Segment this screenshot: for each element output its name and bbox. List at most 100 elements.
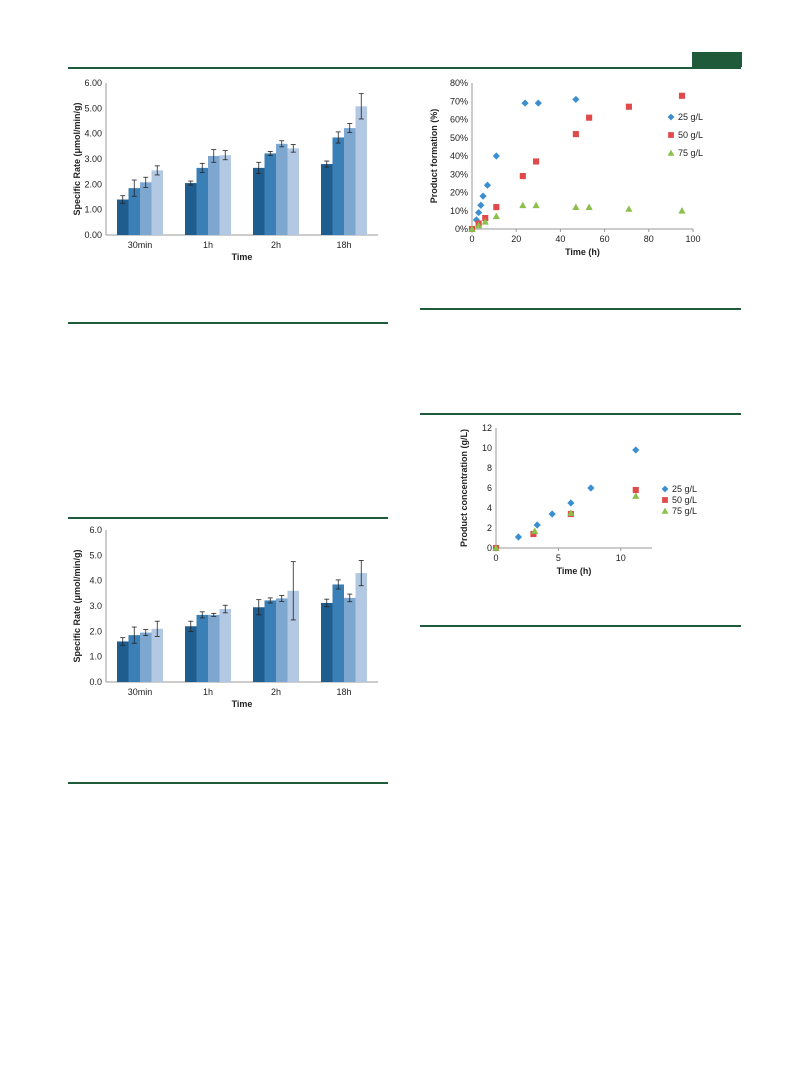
data-point-diamond <box>567 499 575 507</box>
bar <box>208 155 220 235</box>
y-tick-label: 0% <box>455 224 468 234</box>
y-tick-label: 1.0 <box>89 652 102 662</box>
separator-rule-left-3 <box>68 782 388 784</box>
bar <box>117 199 129 235</box>
y-axis-title: Product concentration (g/L) <box>459 429 469 547</box>
data-point-diamond <box>479 192 487 200</box>
data-point-triangle <box>531 527 539 534</box>
y-tick-label: 2 <box>487 523 492 533</box>
x-tick-label: 20 <box>511 234 521 244</box>
y-tick-label: 10% <box>450 206 468 216</box>
x-tick-label: 5 <box>556 553 561 563</box>
x-tick-label: 10 <box>616 553 626 563</box>
data-point-triangle <box>661 507 669 514</box>
header-corner-tab <box>692 52 742 67</box>
y-axis-title: Specific Rate (μmol/min/g) <box>72 549 82 662</box>
bar <box>276 143 288 235</box>
y-tick-label: 80% <box>450 78 468 88</box>
data-point-square <box>533 158 540 165</box>
y-tick-label: 3.0 <box>89 601 102 611</box>
bar <box>287 590 299 682</box>
y-tick-label: 0.0 <box>89 677 102 687</box>
x-tick-label: 80 <box>644 234 654 244</box>
data-point-diamond <box>661 485 669 493</box>
data-point-diamond <box>632 446 640 454</box>
y-tick-label: 10 <box>482 443 492 453</box>
data-point-diamond <box>534 99 542 107</box>
y-tick-label: 3.00 <box>84 154 102 164</box>
x-axis-title: Time <box>232 252 253 262</box>
data-point-triangle <box>678 207 686 214</box>
bar <box>344 128 356 235</box>
bar <box>264 600 276 682</box>
legend-entry: 25 g/L <box>672 484 697 494</box>
x-category-label: 30min <box>128 240 153 250</box>
bar <box>344 597 356 682</box>
data-point-square <box>482 214 489 222</box>
bar <box>287 148 299 235</box>
x-axis-title: Time <box>232 699 253 709</box>
y-tick-label: 50% <box>450 133 468 143</box>
y-tick-label: 60% <box>450 115 468 125</box>
y-tick-label: 20% <box>450 188 468 198</box>
bar <box>128 635 140 682</box>
bar <box>140 182 152 235</box>
x-tick-label: 60 <box>600 234 610 244</box>
data-point-diamond <box>492 152 500 160</box>
y-tick-label: 4 <box>487 503 492 513</box>
legend-entry: 50 g/L <box>678 130 703 140</box>
y-tick-label: 6 <box>487 483 492 493</box>
data-point-triangle <box>532 201 540 209</box>
legend-entry: 25 g/L <box>678 112 703 122</box>
bar <box>332 137 344 235</box>
y-axis-title: Product formation (%) <box>429 109 439 204</box>
data-point-triangle <box>625 205 633 212</box>
data-point-diamond <box>483 181 492 189</box>
x-category-label: 2h <box>271 240 281 250</box>
data-point-triangle <box>475 221 483 229</box>
bar <box>253 607 265 682</box>
x-axis-title: Time (h) <box>565 247 600 257</box>
data-point-diamond <box>587 484 595 492</box>
bar <box>196 614 208 682</box>
data-point-square <box>572 131 579 138</box>
y-tick-label: 1.00 <box>84 205 102 215</box>
bar <box>321 602 333 682</box>
bar <box>185 183 197 235</box>
data-point-triangle <box>519 201 527 209</box>
y-tick-label: 30% <box>450 169 468 179</box>
data-point-triangle <box>481 218 489 225</box>
x-tick-label: 0 <box>469 234 474 244</box>
bar <box>196 167 208 235</box>
data-point-diamond <box>477 201 485 209</box>
bar <box>151 628 163 682</box>
data-point-diamond <box>548 510 556 518</box>
x-category-label: 1h <box>203 687 213 697</box>
data-point-diamond <box>572 95 580 104</box>
data-point-triangle <box>492 212 500 220</box>
separator-rule-right-3 <box>420 625 741 627</box>
data-point-diamond <box>667 113 675 121</box>
bar <box>321 164 333 235</box>
data-point-square <box>493 204 500 211</box>
separator-rule-left-1 <box>68 322 388 324</box>
data-point-square <box>586 114 593 121</box>
separator-rule-left-2 <box>68 517 388 519</box>
specific-rate-bar-chart-top: 0.00 1.00 2.00 3.00 4.00 5.00 6.00 30min 1h 2h 18h… <box>72 78 378 262</box>
x-category-label: 30min <box>128 687 153 697</box>
y-tick-label: 4.00 <box>84 129 102 139</box>
separator-rule-right-2 <box>420 413 741 415</box>
bar <box>128 188 140 235</box>
data-point-diamond <box>514 533 523 541</box>
y-tick-label: 70% <box>450 96 468 106</box>
data-point-triangle <box>567 509 575 516</box>
legend-entry: 75 g/L <box>672 506 697 516</box>
y-tick-label: 2.0 <box>89 626 102 636</box>
data-point-diamond <box>475 208 483 217</box>
x-category-label: 1h <box>203 240 213 250</box>
bar <box>117 641 129 682</box>
x-tick-label: 100 <box>685 234 700 244</box>
data-point-square <box>519 173 526 180</box>
data-point-square <box>678 92 686 99</box>
data-point-triangle <box>492 544 500 551</box>
